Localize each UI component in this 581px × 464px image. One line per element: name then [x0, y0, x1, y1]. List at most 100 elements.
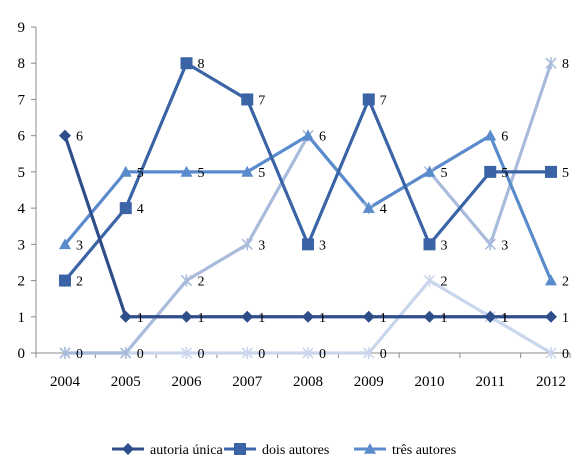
legend-marker [364, 443, 376, 454]
data-label-0-1: 1 [137, 311, 144, 326]
data-label-1-8: 5 [562, 166, 569, 181]
data-label-0-2: 1 [198, 311, 205, 326]
data-label-0-7: 1 [501, 311, 508, 326]
data-point-0-7 [484, 310, 497, 323]
data-point-2-7 [484, 129, 497, 141]
data-label-0-6: 1 [441, 311, 448, 326]
data-point-3-1 [120, 347, 132, 359]
data-point-1-7 [484, 165, 497, 178]
data-point-1-0 [59, 274, 71, 287]
data-point-4-8 [545, 347, 557, 359]
data-label-1-5: 7 [380, 93, 387, 108]
legend-item-1: dois autores [224, 443, 329, 458]
legend-marker [234, 443, 246, 455]
legend-label: dois autores [262, 443, 329, 458]
data-label-3-7: 3 [501, 238, 508, 253]
data-point-4-3 [241, 347, 253, 359]
legend-marker [122, 443, 134, 455]
data-point-4-6 [423, 274, 436, 287]
data-point-1-3 [241, 93, 254, 106]
data-label-0-4: 1 [319, 311, 326, 326]
data-label-0-3: 1 [258, 311, 265, 326]
data-point-1-5 [362, 93, 375, 106]
data-label-4-7: 1 [501, 311, 508, 326]
data-point-0-3 [241, 310, 254, 323]
data-label-4-8: 0 [562, 347, 569, 362]
data-label-1-4: 3 [319, 238, 326, 253]
data-label-0-5: 1 [380, 311, 387, 326]
data-label-4-0: 0 [76, 347, 83, 362]
y-tick-label: 2 [18, 274, 26, 290]
data-label-4-6: 2 [441, 275, 448, 290]
legend-item-0: autoria única [112, 443, 223, 458]
y-tick-label: 3 [18, 237, 26, 253]
data-point-3-3 [241, 238, 253, 251]
data-label-2-5: 4 [380, 202, 387, 217]
x-tick-label: 2008 [293, 374, 323, 390]
legend-label: autoria única [150, 443, 223, 458]
data-point-3-0 [59, 347, 71, 359]
data-point-0-6 [423, 310, 436, 323]
x-tick-label: 2011 [476, 374, 505, 390]
data-label-1-1: 4 [137, 202, 144, 217]
data-label-4-2: 0 [198, 347, 205, 362]
data-point-1-4 [302, 238, 314, 251]
data-label-2-3: 5 [258, 166, 265, 181]
data-point-4-2 [180, 347, 193, 359]
data-point-2-1 [119, 165, 132, 177]
data-point-0-1 [119, 310, 132, 323]
y-tick-label: 7 [18, 92, 26, 108]
data-label-4-5: 0 [380, 347, 387, 362]
data-label-2-0: 3 [76, 238, 83, 253]
data-point-2-8 [545, 274, 557, 286]
series-line-0 [63, 134, 553, 319]
data-point-0-0 [59, 129, 71, 142]
data-point-3-2 [180, 274, 193, 287]
data-label-0-0: 6 [76, 130, 83, 145]
data-label-1-2: 8 [198, 57, 205, 72]
data-point-2-2 [180, 165, 193, 177]
x-tick-label: 2009 [354, 374, 384, 390]
y-tick-label: 6 [18, 129, 26, 145]
x-tick-label: 2012 [536, 374, 566, 390]
data-label-1-3: 7 [258, 93, 265, 108]
data-label-1-7: 5 [501, 166, 508, 181]
data-point-0-4 [302, 310, 314, 323]
data-point-1-6 [423, 238, 436, 251]
data-label-3-8: 8 [562, 57, 569, 72]
y-tick-label: 8 [18, 56, 26, 72]
data-point-4-5 [363, 347, 375, 359]
x-tick-label: 2006 [172, 374, 203, 390]
data-point-0-5 [362, 310, 375, 323]
data-label-3-2: 2 [198, 275, 205, 290]
data-point-1-2 [180, 57, 193, 70]
data-label-3-3: 3 [258, 238, 265, 253]
data-point-2-5 [362, 202, 375, 213]
series-markers [59, 57, 557, 359]
y-tick-label: 0 [18, 346, 26, 362]
data-label-0-8: 1 [562, 311, 569, 326]
data-point-2-6 [423, 165, 436, 177]
data-label-2-7: 6 [501, 130, 508, 145]
data-label-1-6: 3 [441, 238, 448, 253]
x-tick-label: 2005 [111, 374, 141, 390]
data-label-4-4: 0 [319, 347, 326, 362]
x-tick-label: 2010 [415, 374, 445, 390]
data-label-2-6: 5 [441, 166, 448, 181]
data-point-1-1 [119, 202, 132, 215]
y-tick-label: 4 [18, 201, 26, 217]
legend-item-2: três autores [354, 443, 456, 458]
data-label-2-8: 2 [562, 275, 569, 290]
legend-label: três autores [392, 443, 456, 458]
y-tick-label: 1 [18, 310, 26, 326]
data-point-3-7 [484, 238, 496, 251]
x-tick-label: 2007 [232, 374, 263, 390]
data-label-2-1: 5 [137, 166, 144, 181]
data-point-2-0 [59, 238, 71, 250]
y-tick-label: 9 [18, 20, 26, 36]
data-label-1-0: 2 [76, 275, 83, 290]
